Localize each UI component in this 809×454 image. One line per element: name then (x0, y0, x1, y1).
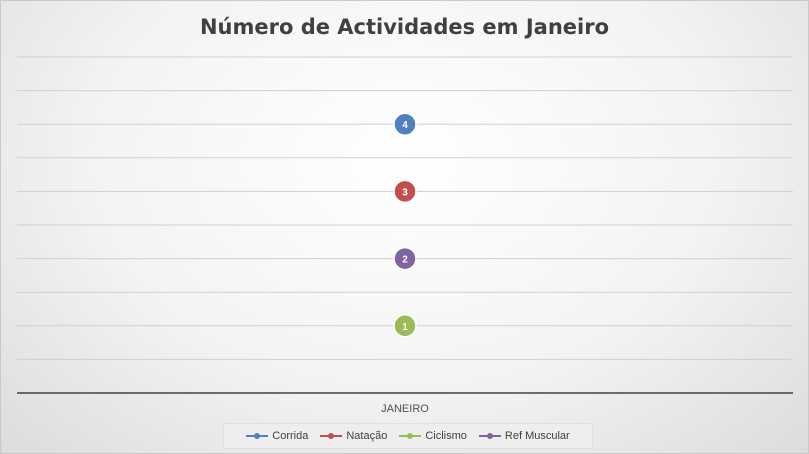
data-point-corrida (393, 112, 417, 136)
legend-item: Ciclismo (399, 430, 467, 442)
legend-item: Ref Muscular (478, 430, 570, 442)
x-tick-label: JANEIRO (381, 403, 429, 415)
data-label: 4 (402, 120, 408, 131)
legend-swatch (246, 431, 269, 441)
legend-label: Natação (346, 430, 388, 442)
data-label: 2 (402, 255, 408, 266)
data-label: 1 (402, 322, 408, 333)
data-label: 3 (402, 187, 408, 198)
data-point-ciclismo (393, 314, 417, 338)
legend: Corrida Natação Ciclismo Ref Muscular (223, 423, 593, 449)
legend-label: Ref Muscular (504, 430, 570, 442)
legend-label: Corrida (272, 430, 309, 442)
legend-item: Natação (320, 430, 387, 442)
chart-title: Número de Actividades em Janeiro (199, 15, 610, 39)
data-point-natação (393, 179, 417, 204)
legend-swatch (478, 431, 501, 441)
legend-item: Corrida (246, 430, 308, 442)
legend-label: Ciclismo (425, 430, 467, 442)
legend-swatch (399, 431, 422, 441)
legend-swatch (320, 431, 343, 441)
data-point-ref-muscular (393, 246, 417, 271)
